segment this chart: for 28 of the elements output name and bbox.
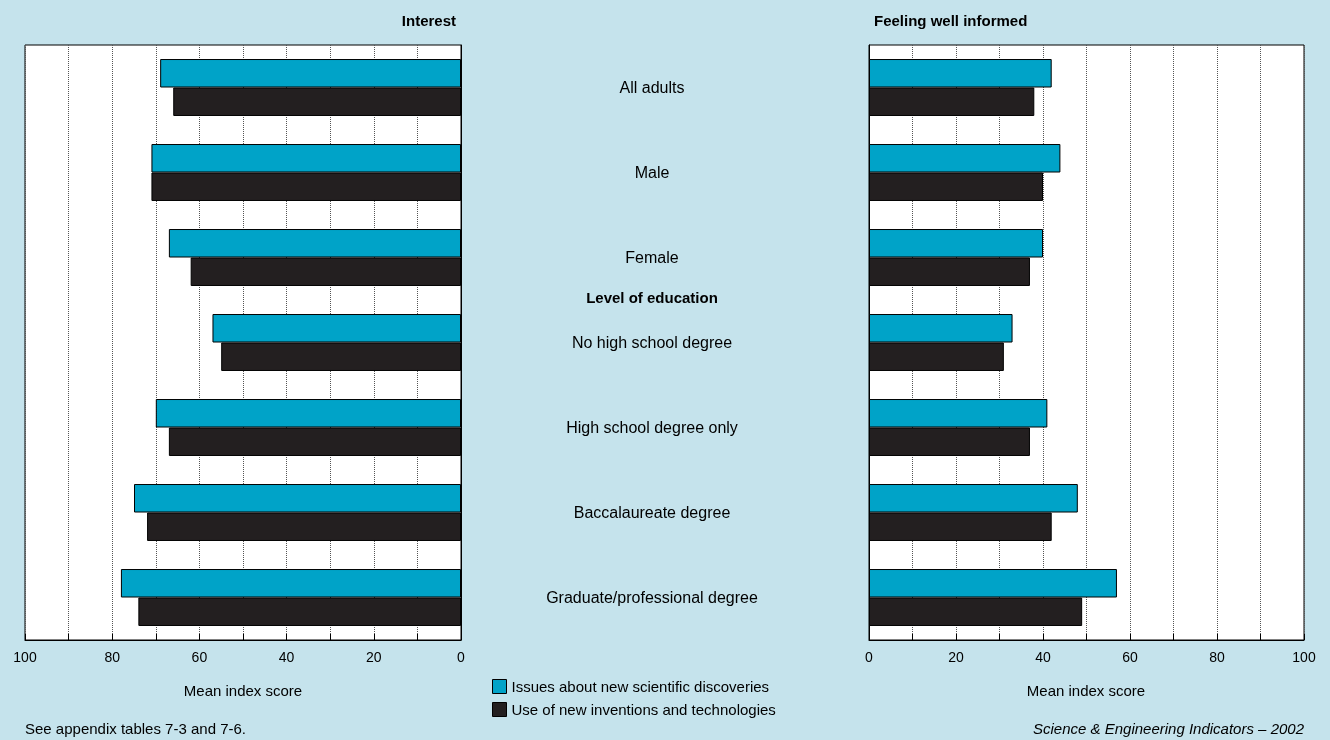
text: Level of education — [586, 288, 718, 306]
x-tick-label: 60 — [1122, 649, 1138, 665]
chart-title: Feeling well informed — [874, 12, 1028, 29]
x-tick-label: 100 — [1292, 649, 1316, 665]
x-tick-label: 20 — [366, 649, 382, 665]
y-tick-label: Female — [625, 249, 679, 266]
x-axis-title: Mean index score — [183, 681, 303, 699]
y-tick-label: Graduate/professional degree — [546, 589, 758, 606]
x-tick-label: 0 — [457, 649, 466, 665]
text: Science & Engineering Indicators – 2002 — [1032, 719, 1305, 737]
x-tick-label: 80 — [104, 649, 121, 665]
legend-label: Issues about new scientific discoveries — [511, 678, 770, 695]
x-tick-label: 40 — [1035, 649, 1051, 665]
x-tick-label: 40 — [278, 649, 295, 665]
legend-label: Use of new inventions and technologies — [511, 701, 776, 718]
y-tick-label: All adults — [619, 79, 685, 96]
y-tick-label: No high school degree — [571, 334, 733, 351]
x-tick-label: 0 — [865, 649, 874, 665]
chart-title: Interest — [401, 12, 456, 29]
text: See appendix tables 7-3 and 7-6. — [25, 719, 246, 737]
y-tick-label: Baccalaureate degree — [573, 504, 731, 521]
y-tick-label: High school degree only — [566, 419, 738, 436]
x-tick-label: 80 — [1209, 649, 1225, 665]
x-axis-title: Mean index score — [1026, 681, 1146, 699]
x-tick-label: 60 — [191, 649, 208, 665]
x-tick-label: 100 — [13, 649, 37, 665]
y-tick-label: Male — [634, 164, 670, 181]
x-tick-label: 20 — [948, 649, 964, 665]
